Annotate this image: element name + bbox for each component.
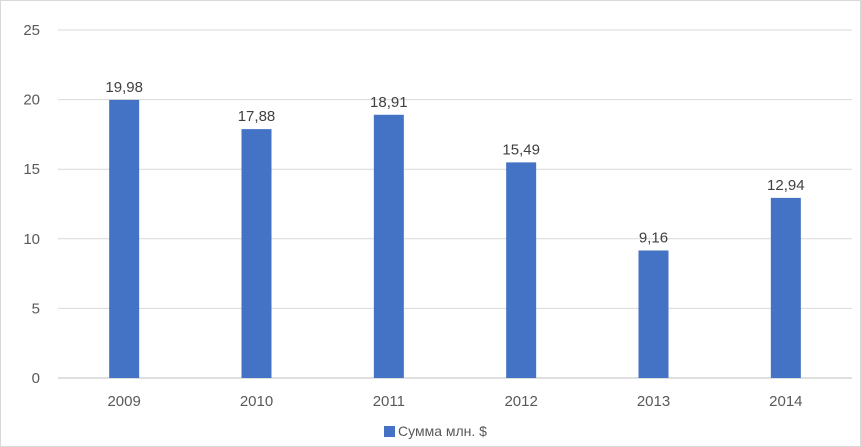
bar-2014: [770, 197, 801, 378]
x-tick-label: 2011: [373, 393, 405, 410]
legend-swatch: [384, 426, 395, 437]
data-label-2012: 15,49: [502, 141, 540, 158]
x-tick-label: 2014: [769, 393, 802, 410]
bar-2011: [373, 114, 404, 378]
x-tick-label: 2012: [504, 393, 537, 410]
data-label-2013: 9,16: [639, 229, 668, 246]
data-labels: 19,98 17,88 18,91 15,49 9,16 12,94: [105, 79, 804, 247]
legend-label: Сумма млн. $: [398, 423, 487, 439]
y-tick-label: 5: [32, 300, 40, 317]
x-tick-label: 2010: [240, 393, 273, 410]
data-label-2010: 17,88: [238, 108, 276, 125]
bar-2012: [506, 162, 537, 378]
x-tick-label: 2013: [637, 393, 670, 410]
bar-2013: [638, 250, 669, 378]
data-label-2011: 18,91: [370, 94, 408, 111]
y-tick-label: 25: [23, 22, 40, 39]
data-label-2014: 12,94: [767, 177, 805, 194]
legend: Сумма млн. $: [384, 423, 487, 439]
y-tick-label: 0: [32, 370, 40, 387]
bars: [109, 99, 801, 378]
bar-2009: [109, 99, 140, 378]
x-tick-label: 2009: [107, 393, 140, 410]
y-axis: 0 5 10 15 20 25: [23, 22, 40, 387]
bar-2010: [241, 129, 272, 378]
y-tick-label: 15: [23, 161, 40, 178]
y-tick-label: 10: [23, 231, 40, 248]
y-tick-label: 20: [23, 92, 40, 109]
x-axis: 2009 2010 2011 2012 2013 2014: [107, 393, 802, 410]
gridlines: [58, 29, 852, 379]
data-label-2009: 19,98: [105, 79, 143, 96]
